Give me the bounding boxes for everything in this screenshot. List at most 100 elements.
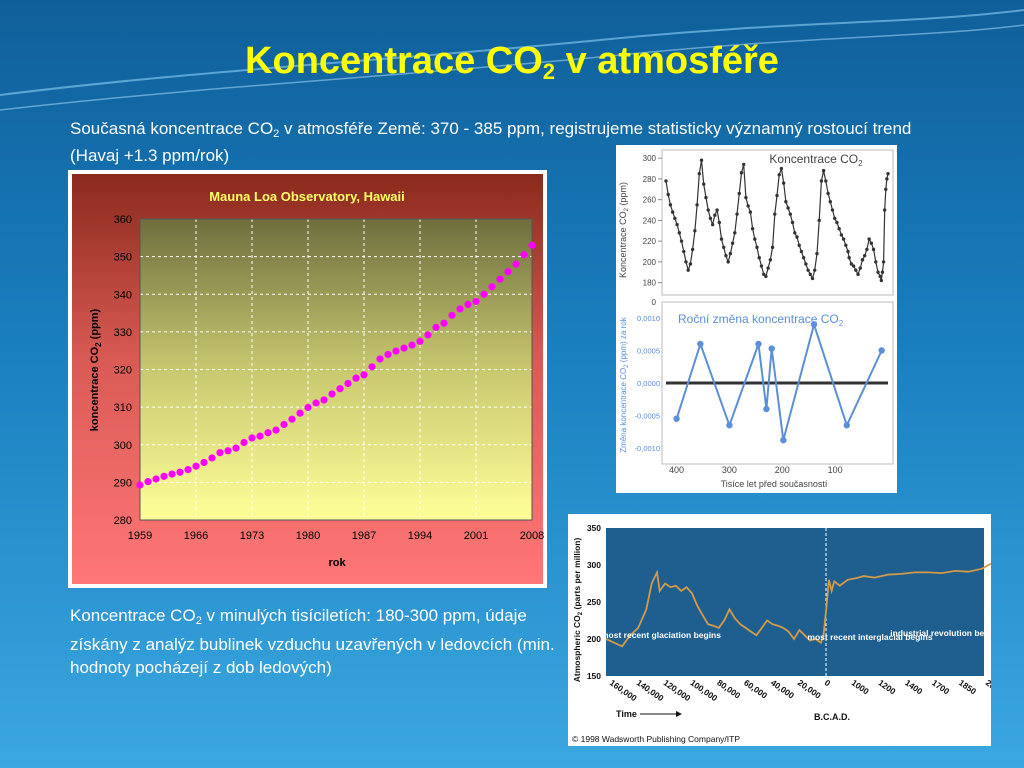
vostok-co2-point bbox=[759, 264, 764, 268]
rate-point bbox=[810, 321, 818, 328]
rate-x-ticks: 400 300 200 100 bbox=[669, 465, 843, 475]
mauna-loa-y-ticks: 280 290 300 310 320 330 340 350 360 bbox=[114, 214, 132, 527]
historic-plot-area bbox=[606, 528, 984, 676]
vostok-co2-point bbox=[697, 172, 701, 176]
mauna-loa-point bbox=[456, 305, 464, 313]
historic-x-tick: 1400 bbox=[903, 677, 924, 696]
vostok-co2-point bbox=[795, 235, 799, 239]
vostok-co2-point bbox=[804, 262, 808, 266]
mauna-loa-chart: Mauna Loa Observatory, Hawaii 280 290 300 3… bbox=[68, 170, 547, 588]
vostok-co2-point bbox=[686, 268, 690, 272]
mauna-loa-x-tick: 1994 bbox=[408, 530, 432, 542]
vostok-co2-point bbox=[847, 256, 851, 260]
vostok-co2-point bbox=[724, 253, 728, 258]
mauna-loa-point bbox=[272, 426, 280, 434]
mauna-loa-point bbox=[376, 355, 384, 363]
vostok-y-tick: 180 bbox=[643, 279, 657, 288]
mauna-loa-point bbox=[288, 415, 296, 423]
vostok-co2-point bbox=[813, 268, 817, 272]
mauna-loa-point bbox=[400, 344, 408, 352]
vostok-co2-point bbox=[770, 245, 775, 250]
mauna-loa-point bbox=[296, 409, 304, 417]
vostok-co2-point bbox=[708, 216, 713, 221]
vostok-co2-point bbox=[784, 200, 788, 204]
mauna-loa-x-label: rok bbox=[328, 557, 346, 569]
mauna-loa-point bbox=[216, 449, 224, 457]
vostok-co2-point bbox=[664, 179, 668, 183]
vostok-co2-point bbox=[766, 266, 770, 270]
mauna-loa-point bbox=[464, 300, 472, 309]
vostok-y-tick: 280 bbox=[643, 175, 657, 184]
vostok-co2-point bbox=[726, 260, 730, 264]
historic-x-tick: 80,000 bbox=[715, 677, 742, 700]
vostok-co2-point bbox=[886, 172, 890, 176]
vostok-y-tick: 300 bbox=[643, 154, 657, 163]
vostok-co2-point bbox=[735, 212, 739, 216]
vostok-co2-point bbox=[702, 182, 706, 186]
mauna-loa-point bbox=[312, 399, 320, 407]
vostok-co2-point bbox=[786, 206, 790, 210]
vostok-co2-point bbox=[824, 179, 828, 183]
rate-y-tick: 0,0000 bbox=[637, 379, 660, 388]
mauna-loa-point bbox=[424, 331, 432, 339]
vostok-co2-point bbox=[753, 237, 757, 241]
vostok-y-tick: 220 bbox=[643, 237, 657, 246]
vostok-co2-point bbox=[668, 203, 673, 207]
mauna-loa-y-tick: 300 bbox=[114, 440, 132, 452]
vostok-co2-point bbox=[768, 258, 773, 262]
vostok-y-ticks: 300 280 260 240 220 200 180 bbox=[643, 154, 662, 288]
vostok-co2-point bbox=[819, 179, 824, 183]
vostok-co2-point bbox=[869, 241, 874, 245]
vostok-co2-point bbox=[775, 193, 779, 198]
vostok-co2-point bbox=[797, 243, 801, 247]
vostok-co2-point bbox=[830, 208, 835, 212]
mauna-loa-point bbox=[304, 403, 312, 412]
mauna-loa-point bbox=[240, 438, 248, 447]
vostok-co2-point bbox=[695, 203, 699, 207]
vostok-co2-point bbox=[693, 229, 697, 233]
vostok-co2-point bbox=[793, 231, 797, 235]
vostok-co2-point bbox=[808, 272, 812, 277]
mauna-loa-point bbox=[448, 311, 456, 319]
historic-copyright: © 1998 Wadsworth Publishing Company/ITP bbox=[572, 734, 740, 744]
annotation-glaciation: most recent glaciation begins bbox=[601, 630, 721, 640]
mauna-loa-point bbox=[168, 470, 176, 478]
historic-x-tick: 20,000 bbox=[796, 677, 823, 700]
vostok-y-tick: 240 bbox=[643, 216, 657, 225]
vostok-svg: Koncentrace CO2 300 280 260 240 220 200 180 Ko… bbox=[618, 149, 894, 489]
mauna-loa-grid bbox=[139, 218, 533, 521]
historic-x-tick: 100,000 bbox=[688, 677, 719, 703]
historic-x-tick: 120,000 bbox=[662, 677, 693, 703]
vostok-co2-point bbox=[876, 270, 880, 274]
historic-y-tick: 300 bbox=[587, 560, 601, 570]
vostok-co2-point bbox=[878, 274, 882, 279]
vostok-co2-point bbox=[810, 276, 815, 281]
vostok-co2-point bbox=[781, 181, 786, 185]
mauna-loa-plot-border bbox=[139, 218, 533, 521]
vostok-y-tick: 260 bbox=[643, 196, 657, 205]
vostok-co2-point bbox=[858, 266, 862, 270]
vostok-co2-point bbox=[882, 208, 887, 212]
mauna-loa-x-tick: 1959 bbox=[128, 530, 152, 542]
vostok-co2-point bbox=[690, 247, 695, 252]
mauna-loa-y-tick: 330 bbox=[114, 327, 132, 339]
rate-y-tick: -0,0005 bbox=[635, 412, 660, 421]
mauna-loa-x-tick: 1973 bbox=[240, 530, 264, 542]
vostok-co2-point bbox=[806, 268, 810, 272]
vostok-co2-point bbox=[865, 247, 869, 252]
mauna-loa-y-tick: 350 bbox=[114, 252, 132, 264]
vostok-co2-points bbox=[664, 158, 890, 283]
mauna-loa-y-tick: 340 bbox=[114, 289, 132, 301]
mauna-loa-point bbox=[136, 481, 144, 489]
vostok-co2-point bbox=[704, 195, 708, 200]
mauna-loa-point bbox=[184, 465, 192, 474]
vostok-co2-point bbox=[688, 262, 693, 266]
mauna-loa-point bbox=[496, 275, 504, 283]
mauna-loa-point bbox=[352, 374, 360, 382]
rate-point bbox=[843, 422, 850, 429]
historic-co2-chart: 350 300 250 200 150 most recent glaciation b… bbox=[568, 514, 1005, 746]
mauna-loa-x-tick: 1980 bbox=[296, 530, 320, 542]
vostok-co2-point bbox=[881, 260, 886, 264]
historic-x-tick: 60,000 bbox=[742, 677, 769, 700]
mauna-loa-point bbox=[504, 268, 512, 276]
